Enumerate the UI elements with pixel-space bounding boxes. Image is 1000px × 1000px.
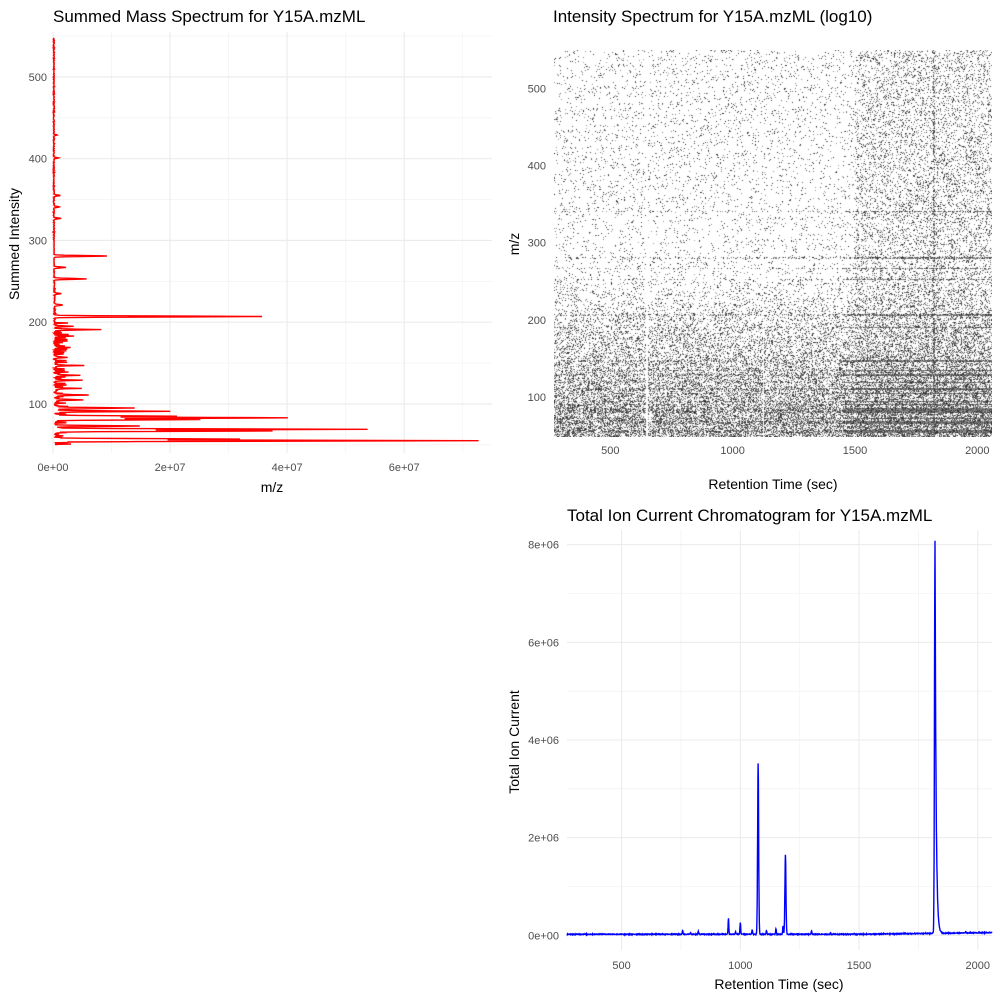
y-tick-label: 300	[528, 238, 546, 250]
chart-grid	[52, 32, 492, 453]
y-axis-label: Total Ion Current	[506, 690, 522, 794]
y-tick-label: 4e+06	[528, 735, 559, 747]
y-tick-label: 200	[528, 315, 546, 327]
intensity-heatmap-panel: Intensity Spectrum for Y15A.mzML (log10)…	[506, 7, 990, 492]
x-tick-label: 4e+07	[272, 462, 303, 474]
x-tick-label: 2000	[965, 445, 989, 457]
x-tick-label: 2000	[966, 960, 990, 972]
chart-ticks: 500 1000 1500 2000 0e+00 2e+06 4e+06 6e+06 8e+06	[528, 540, 990, 972]
summed-mass-spectrum-panel: Summed Mass Spectrum for Y15A.mzML 0e+00…	[6, 7, 492, 495]
y-tick-label: 100	[29, 399, 47, 411]
x-tick-label: 1500	[843, 445, 867, 457]
y-tick-label: 200	[29, 317, 47, 329]
x-axis-label: m/z	[261, 479, 284, 495]
chart-title: Total Ion Current Chromatogram for Y15A.…	[567, 506, 932, 525]
y-tick-label: 400	[528, 161, 546, 173]
tic-chromatogram-panel: Total Ion Current Chromatogram for Y15A.…	[506, 506, 993, 992]
x-axis-label: Retention Time (sec)	[708, 476, 837, 492]
y-axis-label: m/z	[506, 233, 522, 256]
chart-ticks: 0e+00 2e+07 4e+07 6e+07 100 200 300 400 500	[29, 72, 420, 474]
y-tick-label: 2e+06	[528, 833, 559, 845]
x-tick-label: 6e+07	[389, 462, 420, 474]
y-tick-label: 300	[29, 235, 47, 247]
y-tick-label: 400	[29, 154, 47, 166]
intensity-heatmap	[554, 50, 992, 437]
x-tick-label: 500	[612, 960, 630, 972]
x-tick-label: 1500	[847, 960, 871, 972]
x-axis-label: Retention Time (sec)	[714, 976, 843, 992]
tic-line	[566, 540, 993, 937]
y-tick-label: 500	[29, 72, 47, 84]
x-tick-label: 2e+07	[155, 462, 186, 474]
x-tick-label: 1000	[728, 960, 752, 972]
chart-ticks: 500 1000 1500 2000 100 200 300 400 500	[528, 84, 990, 457]
y-tick-label: 6e+06	[528, 637, 559, 649]
chart-title: Intensity Spectrum for Y15A.mzML (log10)	[553, 7, 872, 26]
x-tick-label: 500	[601, 445, 619, 457]
x-tick-label: 1000	[720, 445, 744, 457]
x-tick-label: 0e+00	[38, 462, 69, 474]
chart-title: Summed Mass Spectrum for Y15A.mzML	[53, 7, 365, 26]
chart-grid	[567, 530, 992, 950]
y-tick-label: 500	[528, 84, 546, 96]
y-tick-label: 100	[528, 392, 546, 404]
y-axis-label: Summed Intensity	[6, 188, 22, 300]
y-tick-label: 8e+06	[528, 540, 559, 552]
spectrum-line	[51, 37, 479, 446]
y-tick-label: 0e+00	[528, 930, 559, 942]
